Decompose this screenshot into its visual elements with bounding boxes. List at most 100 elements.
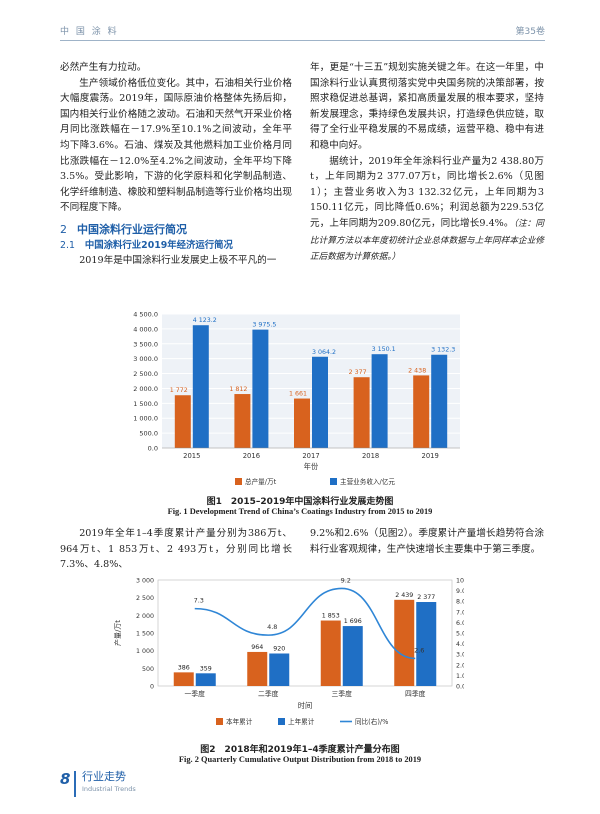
bar-current-year [247,651,268,686]
legend-label: 本年累计 [226,717,253,726]
data-label: 3 064.2 [312,349,336,356]
data-label: 3 150.1 [372,346,396,353]
bar-previous-year [195,673,216,686]
yoy-line [194,587,416,660]
y-tick-label: 3 500.0 [133,340,158,348]
bar-previous-year [416,602,437,686]
left-column: 必然产生有力拉动。 生产领域价格低位变化。其中，石油相关行业价格大幅度震荡。20… [60,60,292,269]
y-tick-label: 1 500.0 [133,400,158,408]
legend-label: 主营业务收入/亿元 [340,477,395,486]
y2-tick-label: 1.0 [456,673,464,680]
y-tick-label: 1 500 [136,631,154,638]
y-tick-label: 2 000.0 [133,385,158,393]
y2-tick-label: 7.0 [456,609,464,616]
bar-current-year [320,620,341,686]
x-tick-label: 三季度 [332,689,353,698]
y-tick-label: 0.0 [148,445,158,453]
bar-previous-year [342,626,363,686]
data-label: 1 661 [289,391,307,398]
paragraph: 必然产生有力拉动。 [60,62,147,73]
fig2-caption: 图2 2018年和2019年1–4季度累计产量分布图 Fig. 2 Quarte… [178,745,422,764]
x-axis-title: 时间 [298,701,312,710]
bar-output [234,394,251,448]
data-label: 359 [200,665,212,672]
y2-tick-label: 2.0 [456,662,464,669]
y2-tick-label: 3.0 [456,652,464,659]
x-tick-label: 2018 [362,452,379,460]
y2-tick-label: 5.0 [456,631,464,638]
data-label: 2 377 [349,369,367,376]
data-label: 1 853 [322,613,340,620]
y-tick-label: 500 [142,666,154,673]
data-label: 3 132.3 [431,347,455,354]
y-tick-label: 4 500.0 [133,311,158,319]
data-label: 2 439 [395,592,413,599]
line-data-label: 2.6 [414,646,424,654]
x-tick-label: 2015 [183,452,200,460]
line-data-label: 4.8 [267,623,277,631]
y-tick-label: 500.0 [139,430,158,438]
data-label: 1 772 [170,387,188,394]
bar-previous-year [269,653,290,686]
paragraph: 年，更是“十三五”规划实施关键之年。在这一年里，中国涂料行业认真贯彻落实党中央国… [310,62,544,151]
footer-section-title: 行业走势 [82,770,126,783]
y-tick-label: 2 500.0 [133,370,158,378]
fig1-caption: 图1 2015–2019年中国涂料行业发展走势图 Fig. 1 Developm… [167,497,433,516]
y2-tick-label: 4.0 [456,641,464,648]
paragraph: 生产领域价格低位变化。其中，石油相关行业价格大幅度震荡。2019年，国际原油价格… [60,77,292,214]
legend-swatch [216,718,223,725]
mid-left-column: 2019年全年1–4季度累计产量分别为386万t、964万t、1 853万t、2… [60,526,292,573]
paragraph: 2019年全年1–4季度累计产量分别为386万t、964万t、1 853万t、2… [60,528,292,571]
y-tick-label: 2 500 [136,595,154,602]
data-label: 920 [273,645,285,652]
legend-label: 同比(右)/% [355,717,388,726]
bar-revenue [431,354,448,448]
method-note: （注：同比计算方法以本年度初统计企业总体数据与上年同样本企业修正后数据为计算依据… [310,218,544,263]
mid-right-column: 9.2%和2.6%（见图2）。季度累计产量增长趋势符合涂料行业客观规律，生产快速… [310,526,544,557]
y-tick-label: 1 000.0 [133,415,158,423]
bar-current-year [173,672,194,686]
data-label: 1 696 [344,618,362,625]
x-tick-label: 二季度 [258,689,279,698]
volume-label: 第35卷 [515,27,545,37]
y2-tick-label: 10.0 [456,578,464,585]
y2-tick-label: 0.0 [456,684,464,691]
bar-revenue [252,329,269,448]
x-axis-title: 年份 [304,462,318,471]
bar-current-year [394,599,415,686]
y-axis-title: 产量/万t [113,620,122,646]
paragraph: 9.2%和2.6%（见图2）。季度累计产量增长趋势符合涂料行业客观规律，生产快速… [310,528,544,555]
data-label: 3 975.5 [252,322,276,329]
right-column: 年，更是“十三五”规划实施关键之年。在这一年里，中国涂料行业认真贯彻落实党中央国… [310,60,544,266]
data-label: 2 377 [417,594,435,601]
running-header: 中 国 涂 料 第35卷 [60,22,545,41]
fig1-bar-chart: 0.0 500.0 1 000.0 1 500.0 2 000.0 2 500.0 3 00… [120,306,476,488]
bar-output [413,375,430,448]
journal-name: 中 国 涂 料 [60,27,119,37]
footer-divider [74,771,76,797]
line-data-label: 9.2 [341,576,351,584]
data-label: 964 [251,644,263,651]
footer-section-subtitle: Industrial Trends [82,785,136,793]
line-data-label: 7.3 [194,597,204,605]
bar-revenue [371,354,388,448]
legend-swatch [278,718,285,725]
y2-tick-label: 8.0 [456,599,464,606]
bar-revenue [192,325,209,448]
y2-tick-label: 9.0 [456,588,464,595]
y-tick-label: 0 [150,684,154,691]
paragraph: 据统计，2019年全年涂料行业产量为2 438.80万t，上年同期为2 377.… [310,155,544,263]
y2-tick-label: 6.0 [456,620,464,627]
data-label: 2 438 [408,367,426,374]
section-heading: 2 中国涂料行业运行简况 [60,222,187,236]
paragraph: 2019年是中国涂料行业发展史上极不平凡的一 [79,255,277,267]
plot-area [162,314,460,448]
y-tick-label: 2 000 [136,613,154,620]
page-number: 8 [60,770,71,788]
legend-label: 上年累计 [288,717,315,726]
x-tick-label: 一季度 [185,689,206,698]
bar-output [174,395,191,448]
data-label: 4 123.2 [193,317,217,324]
bar-revenue [312,356,328,448]
data-label: 1 812 [229,386,247,393]
